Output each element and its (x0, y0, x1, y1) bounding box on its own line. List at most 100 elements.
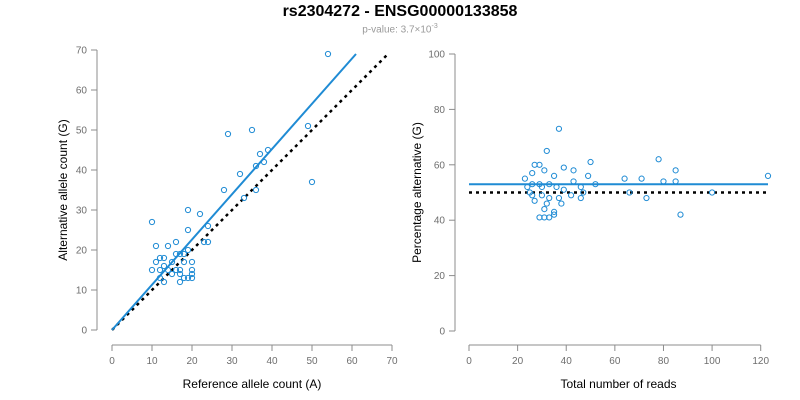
x-tick-label: 50 (306, 356, 318, 367)
data-point (555, 194, 563, 202)
data-point (188, 274, 196, 282)
data-point (541, 206, 548, 213)
data-point (638, 175, 645, 182)
data-point (188, 266, 196, 274)
y-tick-label: 70 (76, 46, 88, 57)
x-tick-label: 80 (658, 356, 670, 367)
data-point (172, 250, 180, 258)
data-point (585, 172, 592, 179)
data-point (524, 183, 531, 191)
data-point (536, 161, 543, 168)
data-point (164, 242, 172, 250)
data-point (184, 226, 192, 234)
data-point (521, 175, 529, 182)
data-point (655, 156, 662, 163)
data-point (308, 178, 316, 186)
regression-line (111, 53, 357, 331)
data-point (152, 242, 160, 250)
x-axis-label: Reference allele count (A) (183, 377, 322, 391)
data-point (176, 266, 184, 274)
x-tick-label: 70 (386, 356, 398, 367)
data-point (176, 278, 184, 286)
data-point (672, 167, 679, 174)
y-tick-label: 50 (76, 126, 88, 137)
data-point (152, 258, 160, 266)
data-point (550, 172, 558, 179)
data-point (236, 170, 244, 178)
data-point (304, 122, 312, 130)
data-point (570, 167, 577, 174)
y-tick-label: 0 (81, 326, 87, 337)
x-tick-label: 60 (346, 356, 358, 367)
data-point (621, 175, 628, 182)
y-axis-label: Percentage alternative (G) (410, 122, 424, 263)
data-point (176, 270, 184, 278)
data-point (660, 178, 667, 185)
x-tick-label: 20 (186, 356, 198, 367)
data-point (538, 183, 546, 191)
x-tick-label: 20 (512, 356, 524, 367)
y-axis-label: Alternative allele count (G) (56, 119, 70, 260)
data-point (580, 189, 587, 196)
x-tick-label: 40 (561, 356, 573, 367)
data-point (164, 266, 172, 274)
x-tick-label: 40 (266, 356, 278, 367)
data-point (160, 254, 168, 262)
data-point (160, 262, 168, 270)
data-point (180, 274, 188, 282)
data-point (252, 186, 260, 194)
data-point (224, 130, 232, 138)
data-point (168, 270, 176, 278)
data-point (567, 192, 575, 199)
data-point (160, 278, 168, 286)
x-tick-label: 120 (752, 356, 769, 367)
allele-count-scatter-panel: 0 10 20 30 40 50 60 70 0 10 20 30 40 50 60 70 Reference … (56, 46, 398, 392)
data-point (168, 258, 176, 266)
y-tick-label: 40 (434, 216, 446, 227)
data-point (558, 200, 565, 207)
percentage-alternative-scatter-panel: 0 20 40 60 80 100 120 0 20 40 60 80 100 Total number … (410, 50, 772, 391)
data-point (677, 211, 684, 218)
data-point (543, 200, 550, 207)
data-point (529, 192, 536, 199)
data-point (184, 206, 192, 214)
data-point (240, 194, 248, 202)
data-point (546, 214, 553, 221)
data-point (148, 218, 156, 226)
data-point (188, 270, 196, 278)
data-point (570, 178, 577, 185)
data-point (248, 126, 256, 134)
data-point (529, 181, 536, 188)
data-point (541, 167, 548, 174)
y-tick-label: 10 (76, 286, 88, 297)
data-point (577, 183, 584, 191)
data-point (546, 181, 553, 188)
data-point (184, 246, 192, 254)
data-point (172, 266, 180, 274)
y-tick-label: 30 (76, 206, 88, 217)
data-point (626, 189, 633, 196)
y-tick-label: 0 (439, 327, 445, 338)
x-tick-label: 0 (109, 356, 115, 367)
data-point (643, 194, 650, 202)
data-point (220, 186, 228, 194)
data-point (196, 210, 204, 218)
data-point (553, 183, 560, 191)
data-point (577, 194, 584, 202)
x-tick-label: 10 (146, 356, 158, 367)
data-point (204, 222, 212, 230)
data-point (156, 274, 164, 282)
y-tick-label: 100 (428, 50, 445, 61)
data-point (180, 250, 188, 258)
data-point (252, 162, 260, 170)
data-point (324, 50, 332, 58)
p-value-exponent: -3 (431, 23, 438, 30)
y-tick-label: 60 (434, 160, 446, 171)
x-tick-label: 100 (704, 356, 721, 367)
chart-subtitle: p-value: 3.7×10-3 (0, 23, 800, 35)
data-point (148, 266, 156, 274)
data-point (264, 146, 272, 154)
x-axis-label: Total number of reads (560, 377, 676, 391)
data-point (592, 181, 599, 188)
